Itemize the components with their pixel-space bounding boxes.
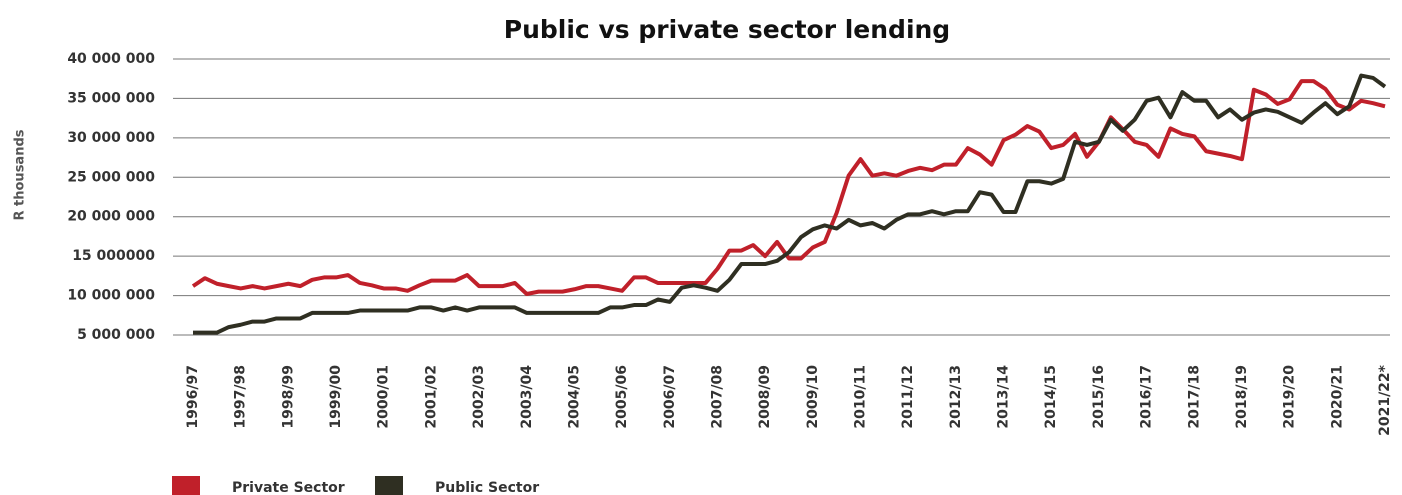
x-tick-label: 2020/21 xyxy=(1329,365,1345,429)
x-tick-label: 2019/20 xyxy=(1282,365,1298,429)
legend-swatch xyxy=(172,476,200,495)
y-tick-label: 25 000 000 xyxy=(67,169,155,185)
x-tick-label: 2007/08 xyxy=(709,365,725,429)
y-tick-label: 5 000 000 xyxy=(77,327,155,343)
x-tick-label: 2002/03 xyxy=(471,365,487,429)
x-tick-label: 2008/09 xyxy=(757,365,773,429)
x-tick-label: 2016/17 xyxy=(1139,365,1155,429)
x-tick-label: 2017/18 xyxy=(1186,365,1202,429)
legend-swatch xyxy=(375,476,403,495)
x-tick-label: 2004/05 xyxy=(566,365,582,429)
chart-title: Public vs private sector lending xyxy=(504,15,950,44)
x-tick-label: 2009/10 xyxy=(805,365,821,429)
y-tick-label: 15 000000 xyxy=(72,248,155,264)
x-tick-label: 2013/14 xyxy=(996,365,1012,429)
x-tick-label: 2005/06 xyxy=(614,365,630,429)
y-tick-label: 35 000 000 xyxy=(67,90,155,106)
series-line xyxy=(193,73,1387,335)
x-tick-label: 2010/11 xyxy=(853,365,869,429)
x-tick-label: 2003/04 xyxy=(519,365,535,429)
y-tick-label: 20 000 000 xyxy=(67,209,155,225)
x-tick-label: 1997/98 xyxy=(233,365,249,429)
x-tick-label: 2001/02 xyxy=(423,365,439,429)
legend-label: Public Sector xyxy=(435,480,539,495)
x-tick-label: 1996/97 xyxy=(185,365,201,429)
y-tick-label: 40 000 000 xyxy=(67,51,155,67)
x-tick-label: 2018/19 xyxy=(1234,365,1250,429)
x-tick-label: 2015/16 xyxy=(1091,365,1107,429)
x-tick-label: 2021/22* xyxy=(1377,364,1393,436)
series-line xyxy=(191,79,1386,296)
y-tick-label: 10 000 000 xyxy=(67,288,155,304)
x-tick-label: 2014/15 xyxy=(1043,365,1059,429)
y-axis-label: R thousands xyxy=(13,129,28,220)
x-tick-label: 2006/07 xyxy=(662,365,678,429)
legend-label: Private Sector xyxy=(232,480,345,495)
y-tick-label: 30 000 000 xyxy=(67,130,155,146)
x-tick-label: 2000/01 xyxy=(376,365,392,429)
x-tick-label: 1999/00 xyxy=(328,365,344,429)
x-tick-label: 1998/99 xyxy=(280,365,296,429)
x-tick-label: 2011/12 xyxy=(900,365,916,429)
x-tick-label: 2012/13 xyxy=(948,365,964,429)
